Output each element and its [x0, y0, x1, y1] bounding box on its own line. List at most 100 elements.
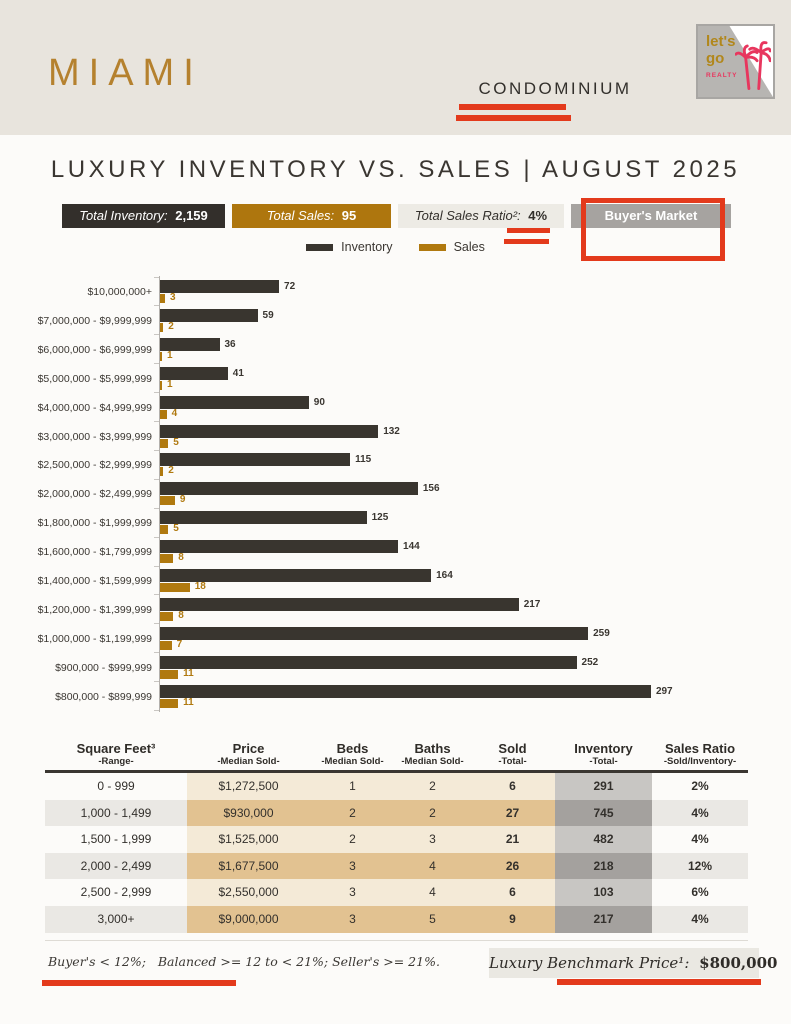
- axis-tick: [154, 681, 160, 683]
- table-cell: 3,000+: [45, 905, 187, 933]
- sales-value-label: 2: [168, 320, 174, 332]
- table-row: 1,000 - 1,499 $930,000 2 2 27 745 4%: [45, 799, 748, 827]
- axis-tick: [154, 363, 160, 365]
- inventory-bar: [160, 453, 351, 467]
- inventory-value-label: 72: [284, 281, 296, 292]
- table-cell: 4: [395, 879, 470, 906]
- axis-tick: [154, 623, 160, 625]
- table-cell: $1,525,000: [187, 826, 310, 853]
- sales-value-label: 8: [178, 609, 184, 621]
- sales-value-label: 3: [169, 292, 176, 303]
- legend-item-sales: Sales: [418, 240, 485, 254]
- table-cell: 4: [395, 852, 470, 880]
- table-cell: 3: [310, 852, 395, 880]
- legend-item-inventory: Inventory: [306, 240, 393, 254]
- table-header: Square Feet³ -Range- Price -Median Sold- Bed…: [45, 741, 748, 773]
- sales-value-label: 11: [183, 667, 194, 679]
- axis-tick: [154, 507, 160, 509]
- category-label: $6,000,000 - $6,999,999: [37, 343, 152, 356]
- category-label: $4,000,000 - $4,999,999: [37, 401, 152, 414]
- red-underline-2: [456, 115, 571, 121]
- table-row: 3,000+ $9,000,000 3 5 9 217 4%: [45, 905, 748, 933]
- inventory-value-label: 217: [523, 598, 541, 610]
- table-cell: 291: [555, 773, 652, 800]
- stat-total-sales: Total Sales: 95: [232, 204, 391, 228]
- sales-bar: [160, 351, 162, 361]
- brand-logo: let's go REALTY: [696, 24, 775, 99]
- palm-trees-icon: [735, 41, 771, 90]
- column-subtitle: -Range-: [98, 756, 134, 767]
- inventory-value-label: 297: [655, 685, 673, 697]
- column-header: Sales Ratio -Sold/Inventory-: [652, 741, 748, 768]
- masthead: MIAMI CONDOMINIUM let's: [0, 0, 791, 135]
- table-cell: 2: [395, 773, 470, 800]
- table-cell: 2: [310, 799, 395, 827]
- sales-value-label: 4: [171, 407, 178, 419]
- table-cell: 482: [555, 826, 652, 853]
- benchmark-price-value: $800,000: [699, 954, 778, 972]
- inventory-bar: [160, 395, 309, 409]
- inventory-bar: [160, 482, 418, 496]
- category-label: $7,000,000 - $9,999,999: [37, 314, 152, 327]
- column-header: Baths -Median Sold-: [395, 741, 470, 768]
- stat-total-inventory-value: 2,159: [175, 208, 208, 223]
- column-title: Baths: [414, 741, 451, 756]
- axis-tick: [154, 392, 160, 394]
- sales-bar: [160, 467, 164, 477]
- logo-text-realty: REALTY: [706, 72, 738, 79]
- sales-swatch-icon: [418, 243, 446, 251]
- column-title: Inventory: [574, 741, 633, 756]
- benchmark-price-label: Luxury Benchmark Price¹:: [489, 954, 690, 972]
- table-cell: 9: [470, 905, 555, 933]
- axis-tick: [154, 478, 160, 480]
- stat-total-inventory: Total Inventory: 2,159: [62, 204, 225, 228]
- sales-bar: [160, 669, 179, 679]
- sales-value-label: 2: [168, 465, 174, 477]
- category-label: $1,200,000 - $1,399,999: [37, 603, 152, 616]
- axis-line: [159, 276, 160, 712]
- axis-tick: [154, 536, 160, 538]
- axis-tick: [154, 421, 160, 422]
- table-cell: 1,000 - 1,499: [45, 799, 187, 827]
- axis-tick: [154, 334, 160, 336]
- benchmark-red-underline: [557, 979, 761, 985]
- category-label: $800,000 - $899,999: [55, 690, 152, 703]
- axis-tick: [154, 565, 160, 567]
- table-cell: 745: [555, 799, 652, 827]
- sales-value-label: 5: [173, 436, 179, 448]
- table-cell: 6%: [691, 885, 709, 900]
- sales-bar: [160, 294, 165, 303]
- column-subtitle: -Median Sold-: [401, 756, 464, 767]
- category-label: $1,400,000 - $1,599,999: [37, 575, 152, 587]
- inventory-bar: [160, 540, 399, 554]
- table-cell: $9,000,000: [187, 905, 310, 933]
- market-definition-note: Buyer's < 12%; Balanced >= 12 to < 21%; …: [48, 954, 440, 969]
- inventory-value-label: 252: [581, 656, 599, 668]
- column-header: Square Feet³ -Range-: [45, 741, 187, 768]
- category-label: $2,000,000 - $2,499,999: [37, 488, 152, 501]
- inventory-swatch-icon: [306, 243, 334, 251]
- stat-total-sales-value: 95: [341, 208, 357, 223]
- table-cell: 4%: [691, 832, 709, 847]
- stat-sales-ratio-value: 4%: [528, 208, 548, 223]
- axis-tick: [154, 594, 160, 596]
- table-cell: 0 - 999: [97, 779, 135, 793]
- category-label: $1,800,000 - $1,999,999: [37, 517, 152, 530]
- column-subtitle: -Sold/Inventory-: [663, 756, 737, 767]
- table-cell: 27: [470, 799, 555, 827]
- sales-bar: [160, 496, 175, 506]
- table-cell: 21: [470, 826, 555, 853]
- inventory-bar: [160, 597, 519, 611]
- sales-value-label: 5: [173, 523, 179, 535]
- table-cell: 103: [555, 879, 652, 906]
- category-label: $1,600,000 - $1,799,999: [37, 546, 152, 559]
- page-title: LUXURY INVENTORY VS. SALES | AUGUST 2025: [50, 156, 741, 183]
- sales-bar: [160, 611, 174, 621]
- sales-value-label: 8: [178, 552, 184, 564]
- column-title: Sales Ratio: [664, 741, 736, 756]
- table-row: 0 - 999 $1,272,500 1 2 6 291 2%: [45, 773, 748, 800]
- column-subtitle: -Median Sold-: [217, 756, 280, 767]
- table-cell: 26: [470, 852, 555, 880]
- table-cell: 2,500 - 2,999: [80, 885, 152, 900]
- column-subtitle: -Median Sold-: [321, 756, 384, 767]
